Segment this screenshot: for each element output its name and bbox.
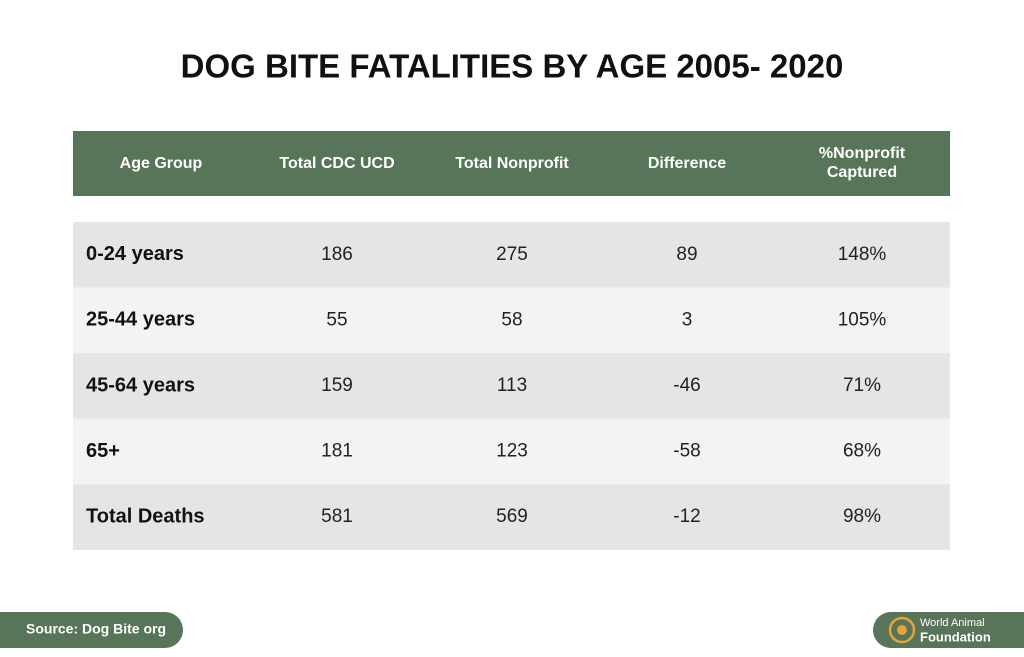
table-header (73, 131, 950, 196)
table-row (73, 353, 950, 419)
table-cell: 89 (676, 244, 697, 265)
row-label: 25-44 years (86, 309, 195, 331)
table-cell: -46 (673, 375, 700, 396)
title: DOG BITE FATALITIES BY AGE 2005- 2020 (181, 48, 844, 85)
row-label: 0-24 years (86, 243, 184, 265)
header-cell: Total Nonprofit (455, 155, 569, 172)
table-cell: 113 (497, 375, 527, 396)
logo-line: Foundation (920, 629, 991, 644)
table-cell: 68% (843, 441, 881, 462)
source: Source: Dog Bite org (26, 621, 166, 637)
table-row (73, 222, 950, 288)
table-cell: 3 (682, 309, 693, 330)
table-row (73, 484, 950, 550)
table-row (73, 418, 950, 485)
header-cell: Captured (827, 164, 897, 181)
table-cell: 186 (321, 244, 353, 265)
logo-line: World Animal (920, 617, 985, 629)
table-cell: 58 (501, 309, 522, 330)
table-cell: -12 (673, 506, 700, 527)
table-cell: 123 (496, 441, 528, 462)
table-cell: 71% (843, 375, 881, 396)
table-cell: 98% (843, 506, 881, 527)
table-row (73, 287, 950, 354)
table-cell: 581 (321, 506, 353, 527)
table-cell: -58 (673, 441, 700, 462)
source-pill (0, 612, 183, 648)
table-cell: 181 (321, 441, 353, 462)
header-cell: %Nonprofit (819, 145, 906, 162)
table-cell: 55 (326, 309, 347, 330)
logo-icon (888, 616, 916, 644)
header-cell: Difference (648, 155, 726, 172)
header-cell: Total CDC UCD (279, 155, 394, 172)
table-cell: 105% (838, 309, 887, 330)
row-label: 45-64 years (86, 374, 195, 396)
logo-icon-dot (897, 625, 907, 635)
header-cell: Age Group (120, 155, 203, 172)
row-label: Total Deaths (86, 505, 205, 527)
table-cell: 569 (496, 506, 528, 527)
table-cell: 275 (496, 244, 528, 265)
table-cell: 159 (321, 375, 353, 396)
table-body: 0-24 years 186 275 89 148% 25-44 years 55 58 3 10… (73, 222, 950, 550)
row-label: 65+ (86, 440, 120, 462)
table-cell: 148% (838, 244, 887, 265)
